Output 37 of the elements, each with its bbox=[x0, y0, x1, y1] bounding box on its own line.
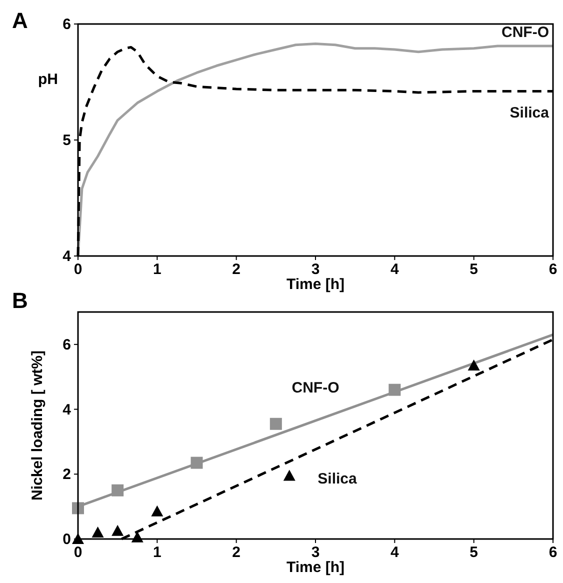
y-tick-label: 6 bbox=[62, 16, 71, 33]
y-tick-label: 4 bbox=[62, 248, 72, 265]
x-tick-label: 3 bbox=[311, 261, 320, 278]
chart-title: A bbox=[12, 8, 28, 33]
series-label: Silica bbox=[318, 470, 358, 488]
x-tick-label: 4 bbox=[390, 261, 400, 278]
x-tick-label: 2 bbox=[232, 544, 241, 561]
x-tick-label: 0 bbox=[74, 261, 82, 278]
point bbox=[270, 418, 282, 430]
y-tick-label: 6 bbox=[62, 336, 71, 354]
x-tick-label: 5 bbox=[470, 544, 478, 561]
x-tick-label: 3 bbox=[311, 544, 320, 561]
x-tick-label: 6 bbox=[548, 261, 558, 278]
point bbox=[112, 524, 124, 536]
series-label: CNF-O bbox=[502, 24, 550, 42]
y-tick-label: 4 bbox=[62, 401, 72, 418]
point bbox=[283, 470, 296, 481]
x-tick-label: 4 bbox=[390, 544, 400, 561]
x-tick-label: 1 bbox=[152, 261, 162, 278]
y-axis-title: pH bbox=[38, 71, 58, 88]
x-tick-label: 0 bbox=[74, 544, 82, 561]
y-tick-label: 5 bbox=[62, 132, 71, 149]
x-tick-label: 6 bbox=[548, 544, 558, 561]
point bbox=[468, 360, 480, 371]
x-tick-label: 2 bbox=[232, 261, 241, 278]
y-axis-title: Nickel loading [ wt%] bbox=[29, 350, 46, 501]
x-tick-label: 5 bbox=[470, 261, 478, 278]
y-tick-label: 2 bbox=[62, 466, 71, 484]
chart-title: B bbox=[12, 288, 28, 313]
point bbox=[92, 526, 104, 538]
series-label: CNF-O bbox=[292, 380, 340, 397]
x-axis-title: Time [h] bbox=[286, 559, 345, 576]
x-tick-label: 1 bbox=[152, 544, 162, 561]
y-tick-label: 0 bbox=[62, 531, 71, 548]
x-axis-title: Time [h] bbox=[286, 276, 345, 293]
series-label: Silica bbox=[510, 104, 550, 122]
point bbox=[151, 505, 164, 516]
